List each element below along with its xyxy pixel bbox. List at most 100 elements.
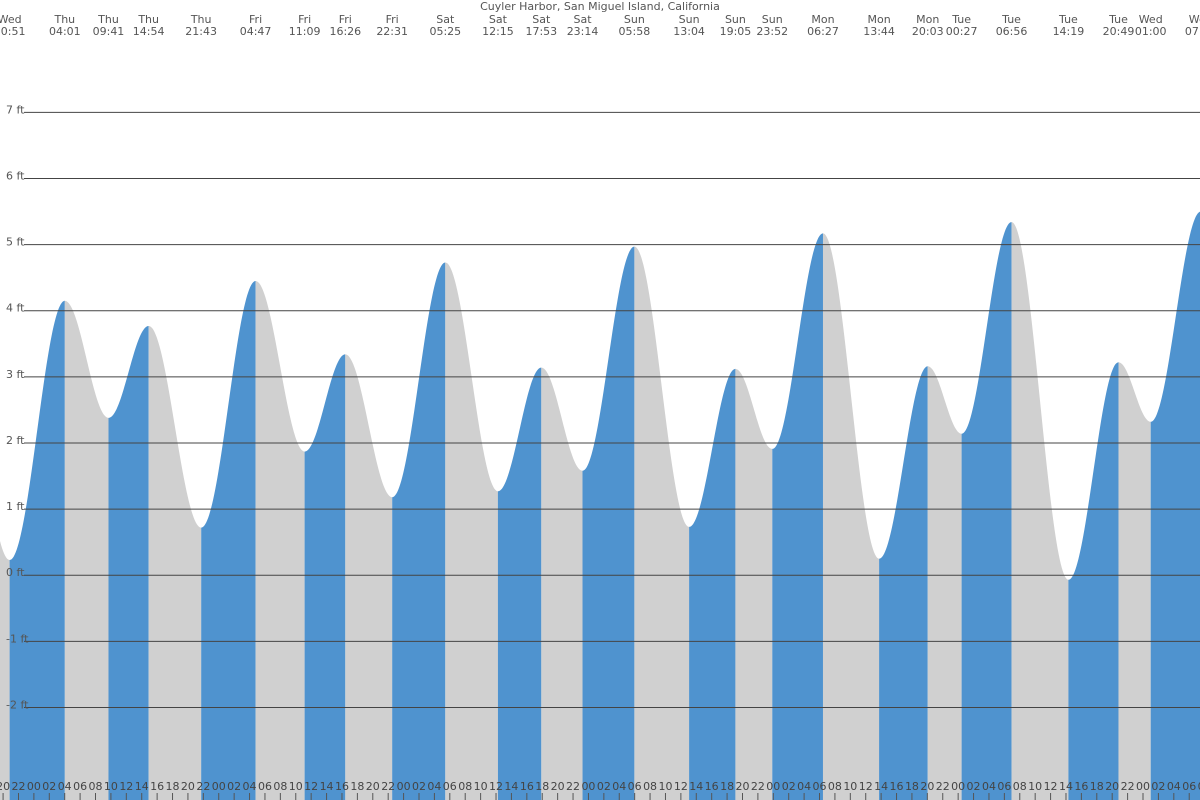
- extreme-day: Sun: [679, 13, 700, 26]
- x-tick-label: 04: [427, 780, 441, 793]
- x-tick-label: 20: [551, 780, 565, 793]
- tide-segment: [1150, 211, 1200, 800]
- x-tick-label: 14: [504, 780, 518, 793]
- y-tick-label: 6 ft: [6, 170, 25, 183]
- x-tick-label: 02: [412, 780, 426, 793]
- extreme-day: Sun: [762, 13, 783, 26]
- extreme-day: Fri: [386, 13, 399, 26]
- extreme-day: Thu: [137, 13, 159, 26]
- tide-segment: [497, 367, 542, 800]
- extreme-day: Mon: [916, 13, 939, 26]
- extreme-time: 16:26: [329, 25, 361, 38]
- extreme-day: Wed: [1139, 13, 1163, 26]
- x-tick-label: 22: [751, 780, 765, 793]
- chart-title: Cuyler Harbor, San Miguel Island, Califo…: [480, 0, 720, 13]
- x-tick-label: 06: [1182, 780, 1196, 793]
- x-tick-label: 16: [335, 780, 349, 793]
- extreme-time: 14:54: [133, 25, 165, 38]
- x-tick-label: 16: [520, 780, 534, 793]
- tide-segment: [961, 222, 1012, 800]
- x-tick-label: 04: [797, 780, 811, 793]
- extreme-day: Mon: [811, 13, 834, 26]
- extreme-day: Sat: [574, 13, 593, 26]
- tide-segment: [345, 354, 393, 800]
- x-tick-label: 04: [1167, 780, 1181, 793]
- x-tick-label: 14: [135, 780, 149, 793]
- extreme-day: Sun: [725, 13, 746, 26]
- x-tick-label: 00: [212, 780, 226, 793]
- x-tick-label: 22: [196, 780, 210, 793]
- extreme-time: 21:43: [185, 25, 217, 38]
- x-tick-label: 02: [597, 780, 611, 793]
- x-tick-label: 00: [581, 780, 595, 793]
- extreme-time: 14:19: [1053, 25, 1085, 38]
- x-tick-label: 10: [104, 780, 118, 793]
- x-tick-label: 20: [0, 780, 10, 793]
- x-tick-label: 06: [73, 780, 87, 793]
- tide-areas: [0, 211, 1200, 800]
- x-tick-label: 18: [905, 780, 919, 793]
- extreme-day: Wed: [1189, 13, 1200, 26]
- y-tick-label: 0 ft: [6, 566, 25, 579]
- extreme-day: Sat: [436, 13, 455, 26]
- y-tick-label: 5 ft: [6, 236, 25, 249]
- y-tick-label: -1 ft: [6, 632, 29, 645]
- x-tick-label: 04: [243, 780, 257, 793]
- x-tick-label: 20: [920, 780, 934, 793]
- x-tick-label: 18: [166, 780, 180, 793]
- tide-segment: [927, 366, 962, 800]
- extreme-time: 13:04: [673, 25, 705, 38]
- x-tick-label: 06: [997, 780, 1011, 793]
- x-tick-label: 00: [951, 780, 965, 793]
- extreme-day: Sat: [489, 13, 508, 26]
- tide-segment: [879, 366, 928, 800]
- tide-segment: [541, 367, 583, 800]
- x-tick-label: 12: [1044, 780, 1058, 793]
- x-tick-label: 12: [119, 780, 133, 793]
- y-tick-label: 2 ft: [6, 434, 25, 447]
- x-tick-label: 00: [27, 780, 41, 793]
- y-tick-label: 4 ft: [6, 302, 25, 315]
- x-tick-label: 14: [320, 780, 334, 793]
- x-tick-label: 12: [859, 780, 873, 793]
- tide-segment: [822, 233, 880, 800]
- tide-segment: [255, 281, 305, 800]
- extreme-time: 07:30: [1185, 25, 1200, 38]
- x-tick-label: 22: [381, 780, 395, 793]
- extreme-day: Tue: [1058, 13, 1078, 26]
- x-tick-label: 18: [350, 780, 364, 793]
- x-tick-label: 16: [1074, 780, 1088, 793]
- x-tick-label: 08: [458, 780, 472, 793]
- x-tick-label: 00: [766, 780, 780, 793]
- x-tick-label: 20: [1105, 780, 1119, 793]
- tide-segment: [772, 233, 823, 800]
- x-tick-label: 10: [474, 780, 488, 793]
- tide-segment: [201, 281, 256, 800]
- extreme-day: Tue: [951, 13, 971, 26]
- extreme-day: Wed: [0, 13, 22, 26]
- extreme-time: 11:09: [289, 25, 321, 38]
- tide-segment: [0, 541, 10, 800]
- x-tick-label: 08: [643, 780, 657, 793]
- extreme-day: Fri: [339, 13, 352, 26]
- x-tick-label: 04: [612, 780, 626, 793]
- x-tick-label: 02: [42, 780, 56, 793]
- tide-segment: [1068, 362, 1119, 800]
- extreme-time: 06:56: [996, 25, 1028, 38]
- x-tick-label: 06: [813, 780, 827, 793]
- extreme-time: 04:01: [49, 25, 81, 38]
- extreme-time: 04:47: [240, 25, 272, 38]
- x-tick-label: 16: [705, 780, 719, 793]
- x-tick-label: 22: [1121, 780, 1135, 793]
- extreme-time: 20:03: [912, 25, 944, 38]
- grid: [2, 111, 1200, 800]
- x-tick-label: 12: [489, 780, 503, 793]
- x-tick-label: 04: [982, 780, 996, 793]
- x-tick-label: 02: [967, 780, 981, 793]
- extreme-time: 00:27: [946, 25, 978, 38]
- extreme-day: Sun: [624, 13, 645, 26]
- x-tick-label: 20: [366, 780, 380, 793]
- tide-segment: [689, 368, 736, 800]
- extreme-time: 05:58: [619, 25, 651, 38]
- extreme-time: 23:14: [567, 25, 599, 38]
